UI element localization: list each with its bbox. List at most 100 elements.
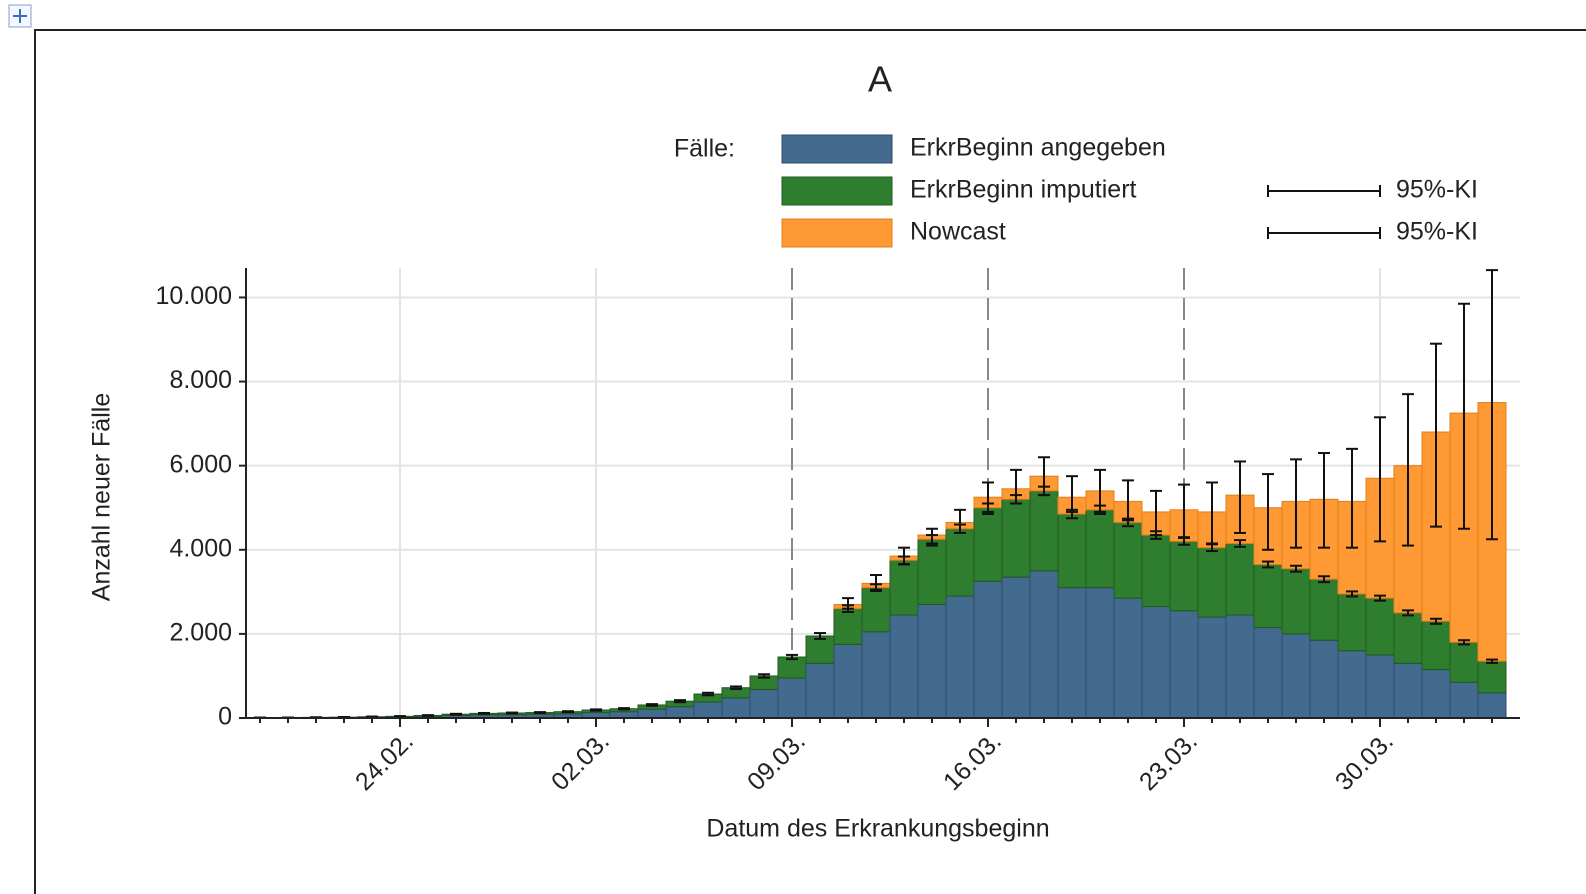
- bar-segment: [1309, 578, 1339, 641]
- bar-segment: [805, 662, 835, 719]
- bar-segment: [973, 580, 1003, 719]
- bar-segment: [1393, 612, 1423, 664]
- bar-segment: [1309, 639, 1339, 719]
- y-tick-label: 6.000: [169, 450, 232, 478]
- error-bar: [534, 711, 546, 714]
- bar-segment: [777, 677, 807, 719]
- bar-segment: [889, 559, 919, 616]
- y-tick-label: 0: [218, 703, 232, 731]
- error-bar: [758, 673, 770, 679]
- bar-segment: [1449, 641, 1479, 683]
- bar-segment: [1085, 509, 1115, 589]
- bar-segment: [889, 614, 919, 719]
- error-bar: [898, 546, 910, 566]
- bar-segment: [1057, 587, 1087, 719]
- error-bar: [1318, 452, 1330, 549]
- bar-segment: [1253, 627, 1283, 719]
- error-bar: [1458, 639, 1470, 646]
- error-bar: [842, 597, 854, 610]
- error-bar: [562, 710, 574, 714]
- bar-segment: [1029, 570, 1059, 719]
- error-bar: [618, 707, 630, 711]
- bar-segment: [693, 701, 723, 719]
- bar-segment: [1421, 669, 1451, 719]
- bar-segment: [1393, 662, 1423, 719]
- bar-segment: [1225, 542, 1255, 616]
- error-bar: [1430, 617, 1442, 625]
- error-bar: [1262, 560, 1274, 569]
- bar-segment: [1197, 547, 1227, 618]
- bar-segment: [1029, 490, 1059, 572]
- y-tick-label: 4.000: [169, 534, 232, 562]
- error-bar: [1374, 594, 1386, 602]
- bar-segment: [1057, 513, 1087, 589]
- bar-segment: [917, 603, 947, 719]
- legend-label: 95%-KI: [1396, 176, 1478, 204]
- bar-segment: [1449, 681, 1479, 719]
- error-bar: [1066, 475, 1078, 513]
- bar-segment: [1281, 568, 1311, 635]
- x-tick-label: 30.03.: [1330, 727, 1399, 796]
- error-bar: [1346, 590, 1358, 598]
- error-bar: [954, 508, 966, 534]
- y-tick-label: 2.000: [169, 618, 232, 646]
- x-tick-label: 16.03.: [938, 727, 1007, 796]
- x-axis-label: Datum des Erkrankungsbeginn: [706, 815, 1049, 843]
- bar-segment: [1001, 498, 1031, 578]
- legend-errorbar: [1267, 227, 1381, 239]
- bar-segment: [861, 631, 891, 719]
- bar-segment: [1253, 563, 1283, 629]
- error-bar: [450, 712, 462, 716]
- error-bar: [1346, 447, 1358, 549]
- error-bar: [1178, 483, 1190, 539]
- x-tick-label: 09.03.: [742, 727, 811, 796]
- error-bar: [702, 691, 714, 697]
- x-tick-label: 23.03.: [1134, 727, 1203, 796]
- error-bar: [674, 699, 686, 704]
- error-bar: [926, 527, 938, 547]
- bar-segment: [861, 587, 891, 633]
- bar-segment: [1365, 654, 1395, 719]
- y-tick-label: 10.000: [156, 282, 232, 310]
- error-bar: [1458, 302, 1470, 530]
- bar-segment: [1337, 650, 1367, 719]
- legend-swatch: [781, 176, 893, 206]
- error-bar: [1486, 658, 1498, 664]
- bar-segment: [833, 608, 863, 645]
- bar-segment: [1169, 610, 1199, 719]
- error-bar: [1234, 460, 1246, 534]
- error-bar: [1402, 393, 1414, 547]
- bar-segment: [1113, 597, 1143, 719]
- bar-segment: [749, 688, 779, 719]
- error-bar: [1038, 456, 1050, 497]
- bar-segment: [1197, 616, 1227, 719]
- bar-segment: [833, 643, 863, 719]
- y-axis-label: Anzahl neuer Fälle: [88, 393, 116, 601]
- error-bar: [1206, 481, 1218, 545]
- error-bar: [982, 481, 994, 516]
- error-bar: [814, 632, 826, 640]
- bar-segment: [721, 697, 751, 719]
- bar-segment: [1421, 620, 1451, 671]
- error-bar: [478, 711, 490, 715]
- bar-segment: [1337, 593, 1367, 652]
- bar-segment: [1477, 692, 1507, 719]
- bar-segment: [917, 538, 947, 605]
- bar-segment: [945, 595, 975, 719]
- error-bar: [590, 708, 602, 712]
- bar-segment: [1169, 540, 1199, 612]
- error-bar: [1290, 458, 1302, 549]
- legend-swatch: [781, 134, 893, 164]
- error-bar: [422, 714, 434, 717]
- error-bar: [1402, 609, 1414, 617]
- bar-segment: [1281, 633, 1311, 719]
- error-bar: [1318, 575, 1330, 584]
- bar-segment: [637, 708, 667, 719]
- move-icon: [13, 9, 27, 23]
- x-tick-label: 24.02.: [350, 727, 419, 796]
- error-bar: [730, 685, 742, 690]
- legend-label: Nowcast: [910, 218, 1006, 246]
- bar-segment: [973, 507, 1003, 582]
- error-bar: [646, 703, 658, 707]
- bar-segment: [805, 635, 835, 664]
